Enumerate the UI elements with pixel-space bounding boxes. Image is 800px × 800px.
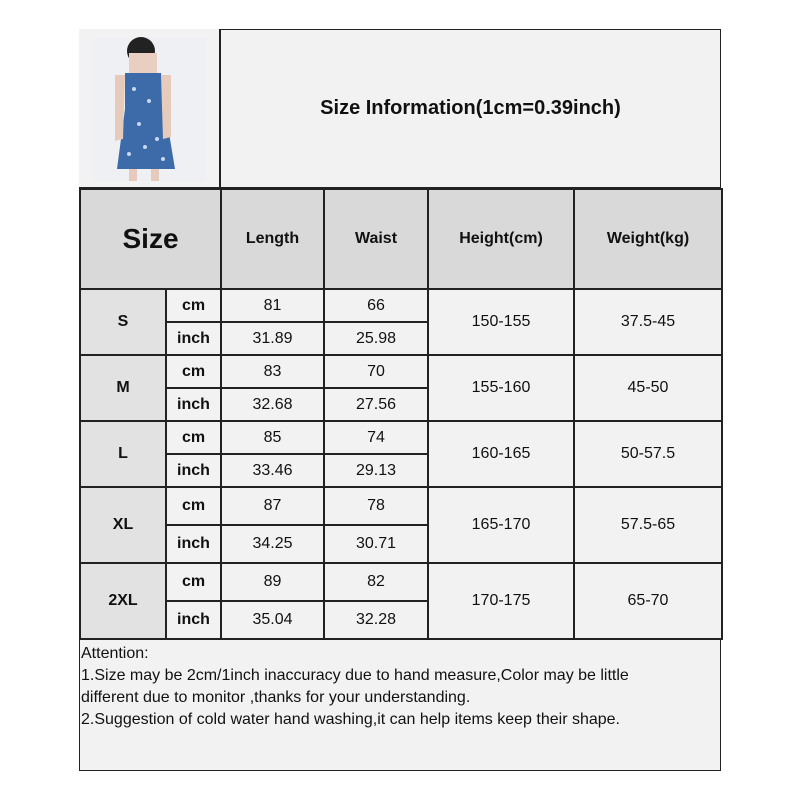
height-range: 170-175 <box>427 562 575 640</box>
table-row: S cm 81 66 150-155 37.5-45 <box>79 288 723 356</box>
chart-title: Size Information(1cm=0.39inch) <box>320 96 621 119</box>
product-photo <box>79 29 221 187</box>
size-label: L <box>79 420 167 488</box>
length-inch: 31.89 <box>220 321 325 356</box>
attention-line: 2.Suggestion of cold water hand washing,… <box>81 711 620 728</box>
weight-range: 57.5-65 <box>573 486 723 564</box>
waist-cm: 74 <box>323 420 429 455</box>
waist-inch: 29.13 <box>323 453 429 488</box>
waist-inch: 27.56 <box>323 387 429 422</box>
weight-header: Weight(kg) <box>573 188 723 290</box>
length-cm: 83 <box>220 354 325 389</box>
length-cm: 85 <box>220 420 325 455</box>
height-header: Height(cm) <box>427 188 575 290</box>
length-inch: 32.68 <box>220 387 325 422</box>
waist-cm: 70 <box>323 354 429 389</box>
chart-header: Size Information(1cm=0.39inch) <box>79 29 721 189</box>
attention-notes: Attention: 1.Size may be 2cm/1inch inacc… <box>81 643 717 731</box>
size-header: Size <box>79 188 222 290</box>
length-inch: 33.46 <box>220 453 325 488</box>
waist-inch: 32.28 <box>323 600 429 640</box>
size-label: XL <box>79 486 167 564</box>
waist-inch: 25.98 <box>323 321 429 356</box>
length-cm: 87 <box>220 486 325 526</box>
table-row: XL cm 87 78 165-170 57.5-65 <box>79 486 723 564</box>
height-range: 155-160 <box>427 354 575 422</box>
waist-header: Waist <box>323 188 429 290</box>
unit-inch: inch <box>165 524 222 564</box>
unit-inch: inch <box>165 387 222 422</box>
size-table: Size Length Waist Height(cm) Weight(kg) … <box>79 188 723 640</box>
height-range: 165-170 <box>427 486 575 564</box>
unit-cm: cm <box>165 420 222 455</box>
dress-image-icon <box>93 37 205 181</box>
unit-inch: inch <box>165 453 222 488</box>
length-inch: 34.25 <box>220 524 325 564</box>
size-label: M <box>79 354 167 422</box>
table-row: inch 35.04 32.28 <box>80 600 722 640</box>
table-row: inch 31.89 25.98 <box>80 321 722 356</box>
weight-range: 37.5-45 <box>573 288 723 356</box>
table-row: inch 33.46 29.13 <box>80 453 722 488</box>
length-cm: 81 <box>220 288 325 323</box>
unit-inch: inch <box>165 600 222 640</box>
waist-cm: 82 <box>323 562 429 602</box>
size-label: 2XL <box>79 562 167 640</box>
unit-cm: cm <box>165 562 222 602</box>
waist-cm: 78 <box>323 486 429 526</box>
attention-line: different due to monitor ,thanks for you… <box>81 689 471 706</box>
attention-heading: Attention: <box>81 645 149 662</box>
unit-cm: cm <box>165 486 222 526</box>
weight-range: 45-50 <box>573 354 723 422</box>
length-inch: 35.04 <box>220 600 325 640</box>
attention-line: 1.Size may be 2cm/1inch inaccuracy due t… <box>81 667 629 684</box>
weight-range: 65-70 <box>573 562 723 640</box>
length-cm: 89 <box>220 562 325 602</box>
length-header: Length <box>220 188 325 290</box>
table-row: L cm 85 74 160-165 50-57.5 <box>79 420 723 488</box>
table-row: 2XL cm 89 82 170-175 65-70 <box>79 562 723 640</box>
height-range: 150-155 <box>427 288 575 356</box>
unit-inch: inch <box>165 321 222 356</box>
size-label: S <box>79 288 167 356</box>
table-row: inch 32.68 27.56 <box>80 387 722 422</box>
table-row: inch 34.25 30.71 <box>80 524 722 564</box>
waist-inch: 30.71 <box>323 524 429 564</box>
weight-range: 50-57.5 <box>573 420 723 488</box>
unit-cm: cm <box>165 288 222 323</box>
height-range: 160-165 <box>427 420 575 488</box>
table-row: M cm 83 70 155-160 45-50 <box>79 354 723 422</box>
waist-cm: 66 <box>323 288 429 323</box>
unit-cm: cm <box>165 354 222 389</box>
